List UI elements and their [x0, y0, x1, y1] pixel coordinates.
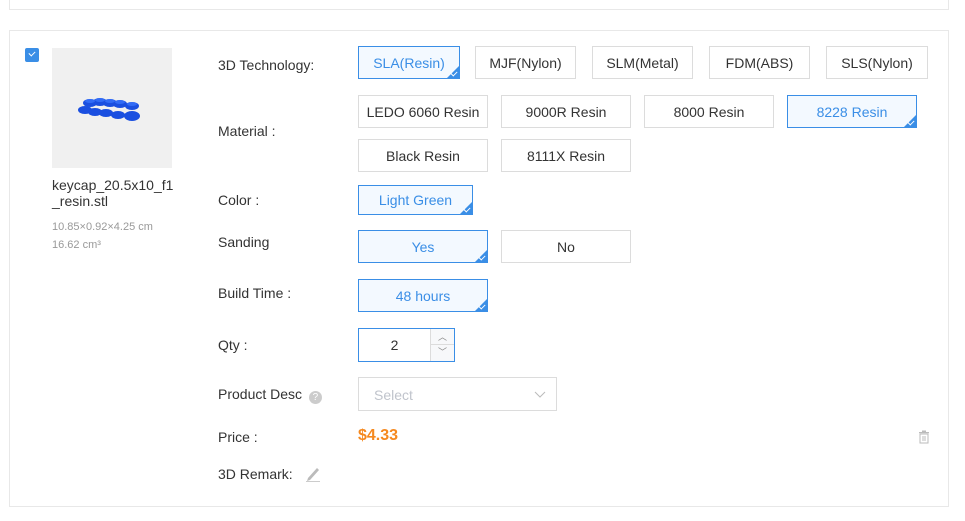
tech-option-mjf[interactable]: MJF(Nylon) — [475, 46, 576, 79]
build-time-label: Build Time : — [218, 285, 292, 301]
file-volume: 16.62 cm³ — [52, 239, 101, 251]
material-option-8111x[interactable]: 8111X Resin — [501, 139, 631, 172]
material-option-ledo-6060[interactable]: LEDO 6060 Resin — [358, 95, 488, 128]
previous-item-card — [9, 0, 949, 10]
build-time-option-48h[interactable]: 48 hours — [358, 279, 488, 312]
tech-option-slm[interactable]: SLM(Metal) — [592, 46, 693, 79]
chevron-up-icon: ︿ — [437, 332, 447, 342]
keycap-model-image — [78, 98, 140, 121]
item-checkbox[interactable] — [25, 48, 39, 62]
color-label: Color : — [218, 192, 260, 208]
select-placeholder: Select — [374, 387, 413, 403]
file-dimensions: 10.85×0.92×4.25 cm — [52, 221, 153, 233]
qty-decrement-button[interactable]: ﹀ — [430, 345, 454, 361]
sanding-option-yes[interactable]: Yes — [358, 230, 488, 263]
product-desc-text: Product Desc — [218, 386, 303, 402]
price-value: $4.33 — [358, 427, 399, 444]
help-icon[interactable]: ? — [308, 391, 322, 404]
tech-option-fdm[interactable]: FDM(ABS) — [709, 46, 810, 79]
remark-text: 3D Remark: — [218, 466, 293, 482]
tech-option-sls[interactable]: SLS(Nylon) — [826, 46, 928, 79]
color-option-light-green[interactable]: Light Green — [358, 185, 473, 215]
technology-label: 3D Technology: — [218, 57, 315, 73]
material-option-9000r[interactable]: 9000R Resin — [501, 95, 631, 128]
price-label: Price : — [218, 429, 258, 445]
tech-option-sla[interactable]: SLA(Resin) — [358, 46, 460, 79]
product-desc-select[interactable]: Select — [358, 377, 557, 411]
material-option-black[interactable]: Black Resin — [358, 139, 488, 172]
file-name: keycap_20.5x10_f1_resin.stl — [52, 177, 174, 209]
material-option-8000[interactable]: 8000 Resin — [644, 95, 774, 128]
chevron-down-icon: ﹀ — [437, 347, 447, 357]
qty-stepper: ︿ ﹀ — [358, 328, 455, 362]
trash-icon[interactable] — [918, 430, 930, 444]
qty-input[interactable] — [359, 329, 430, 361]
sanding-option-no[interactable]: No — [501, 230, 631, 263]
model-thumbnail — [52, 48, 172, 168]
remark-label: 3D Remark: — [218, 464, 321, 482]
qty-label: Qty : — [218, 337, 248, 353]
chevron-down-icon — [534, 391, 546, 398]
material-label: Material : — [218, 123, 276, 139]
edit-pencil-icon[interactable] — [305, 464, 321, 482]
sanding-label: Sanding — [218, 234, 270, 250]
product-desc-label: Product Desc ? — [218, 386, 322, 404]
material-option-8228[interactable]: 8228 Resin — [787, 95, 917, 128]
qty-increment-button[interactable]: ︿ — [430, 329, 454, 345]
